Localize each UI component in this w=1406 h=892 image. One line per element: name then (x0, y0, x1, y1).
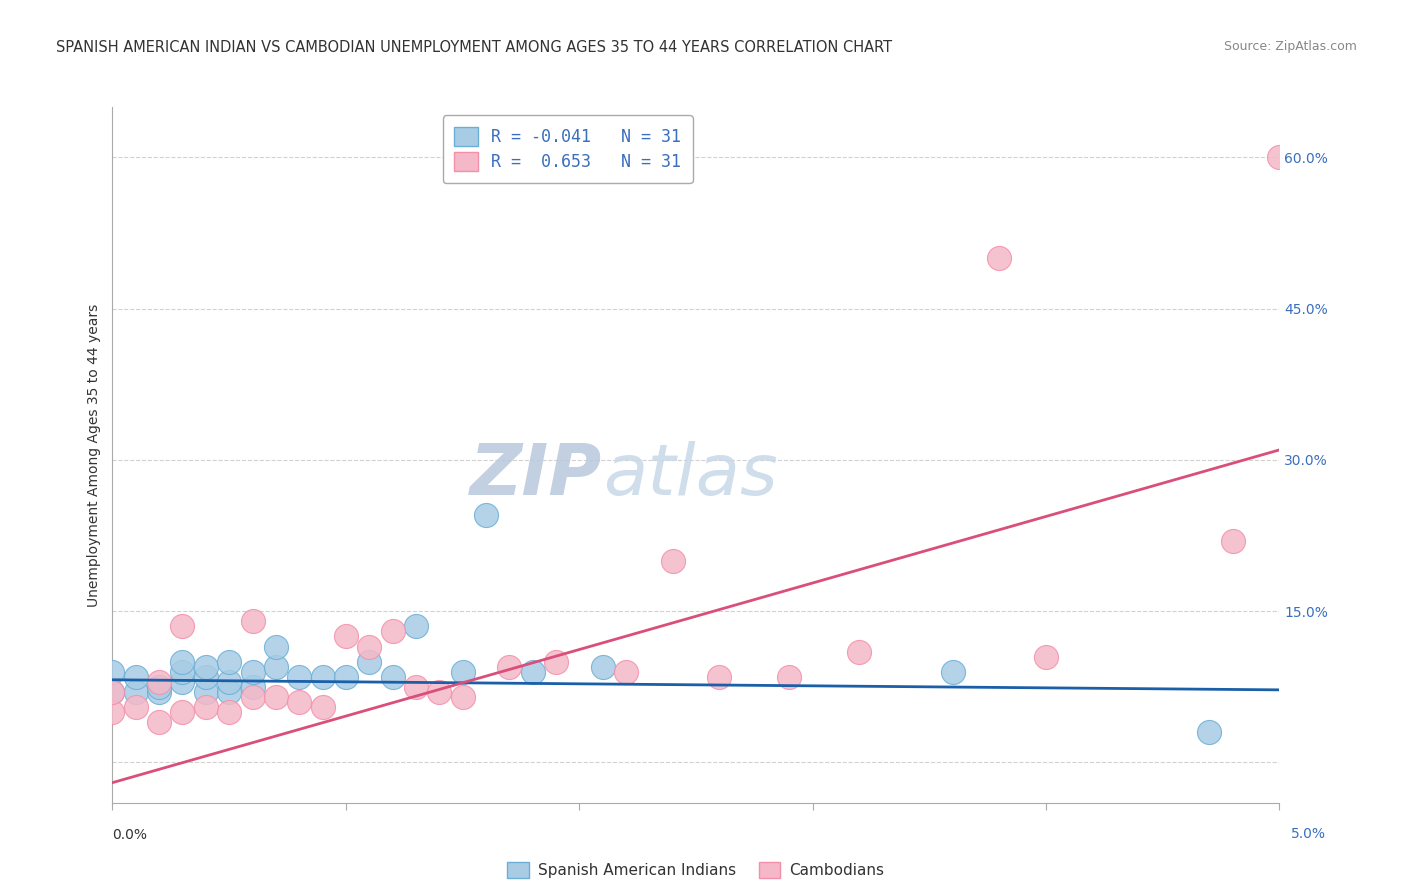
Point (264, 640, 287, 654)
Point (544, 655, 567, 669)
Point (194, 670, 217, 684)
Point (335, 629, 357, 643)
Point (381, 670, 404, 684)
Point (522, 665, 544, 679)
Point (475, 508, 498, 523)
Point (194, 685, 217, 699)
Point (125, 670, 148, 684)
Point (148, 680, 170, 694)
Point (218, 655, 240, 669)
Point (148, 685, 170, 699)
Point (498, 659, 520, 673)
Point (264, 690, 287, 704)
Text: Source: ZipAtlas.com: Source: ZipAtlas.com (1223, 40, 1357, 54)
Point (172, 674, 194, 689)
Point (311, 670, 333, 684)
Point (1268, 151, 1291, 165)
Point (172, 665, 194, 679)
Point (194, 700, 217, 714)
Point (242, 690, 264, 704)
Point (311, 700, 333, 714)
Point (101, 685, 124, 699)
Text: ZIP: ZIP (471, 442, 603, 510)
Point (1222, 533, 1244, 548)
Text: atlas: atlas (603, 442, 778, 510)
Point (451, 690, 474, 704)
Text: 0.0%: 0.0% (112, 828, 148, 842)
Point (242, 680, 264, 694)
Point (148, 715, 170, 730)
Text: 5.0%: 5.0% (1291, 827, 1326, 841)
Legend: Spanish American Indians, Cambodians: Spanish American Indians, Cambodians (499, 855, 893, 886)
Point (101, 705, 124, 719)
Point (661, 554, 683, 568)
Point (614, 665, 637, 679)
Point (242, 615, 264, 629)
Point (288, 695, 311, 709)
Point (101, 685, 124, 699)
Point (1035, 649, 1057, 664)
Point (427, 685, 450, 699)
Point (242, 665, 264, 679)
Point (592, 659, 614, 673)
Point (942, 665, 965, 679)
Point (194, 659, 217, 673)
Point (172, 655, 194, 669)
Point (405, 680, 427, 694)
Point (709, 670, 731, 684)
Point (125, 685, 148, 699)
Point (848, 644, 870, 658)
Point (405, 619, 427, 633)
Point (172, 619, 194, 633)
Point (359, 655, 381, 669)
Point (172, 705, 194, 719)
Point (381, 624, 404, 639)
Point (218, 674, 240, 689)
Point (148, 674, 170, 689)
Y-axis label: Unemployment Among Ages 35 to 44 years: Unemployment Among Ages 35 to 44 years (87, 303, 101, 607)
Point (101, 665, 124, 679)
Point (778, 670, 800, 684)
Text: SPANISH AMERICAN INDIAN VS CAMBODIAN UNEMPLOYMENT AMONG AGES 35 TO 44 YEARS CORR: SPANISH AMERICAN INDIAN VS CAMBODIAN UNE… (56, 40, 893, 55)
Point (1198, 725, 1220, 739)
Point (359, 640, 381, 654)
Point (264, 659, 287, 673)
Point (218, 685, 240, 699)
Point (218, 705, 240, 719)
Point (288, 670, 311, 684)
Point (125, 700, 148, 714)
Point (988, 252, 1011, 266)
Point (335, 670, 357, 684)
Point (451, 665, 474, 679)
